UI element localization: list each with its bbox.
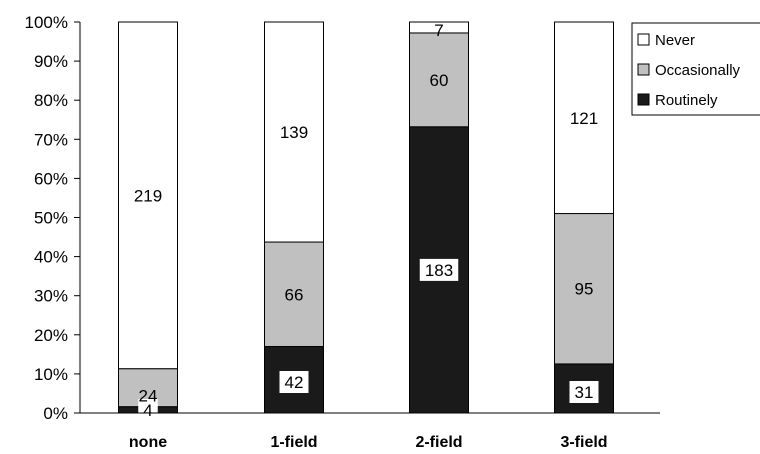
y-tick-label: 80% [34, 91, 68, 110]
x-axis: none 1-field 2-field 3-field [80, 412, 660, 451]
data-label-routinely-none: 4 [143, 401, 152, 420]
y-tick-label: 60% [34, 169, 68, 188]
bar-segment-occasionally-2-field [409, 32, 469, 128]
data-label-bg [279, 371, 309, 393]
bar-segment-occasionally-3-field [554, 213, 614, 365]
legend-swatch-occasionally [637, 63, 650, 76]
data-label-bg [569, 381, 599, 403]
category-label: 1-field [270, 434, 317, 451]
legend-swatch-routinely [637, 93, 650, 106]
legend-swatch-never [637, 33, 650, 46]
data-label-routinely-2-field: 183 [425, 261, 453, 280]
data-label-occasionally-1-field: 66 [285, 285, 304, 304]
bar-segment-never-2-field [409, 21, 469, 34]
data-label-bg [419, 258, 459, 281]
data-label-never-1-field: 139 [280, 123, 308, 142]
data-label-occasionally-2-field: 60 [430, 71, 449, 90]
data-label-never-2-field: 7 [434, 21, 443, 40]
y-tick-label: 70% [34, 130, 68, 149]
y-tick-label: 100% [25, 13, 68, 32]
legend-label-routinely: Routinely [655, 92, 718, 109]
y-tick-label: 30% [34, 287, 68, 306]
category-label: none [129, 434, 167, 451]
y-tick-label: 90% [34, 52, 68, 71]
data-label-bg [138, 399, 158, 421]
y-tick-label: 40% [34, 248, 68, 267]
data-label-routinely-3-field: 31 [575, 383, 594, 402]
y-axis: 0% 10% 20% 30% 40% 50% 60% 70% 80% 90% 100% [25, 13, 81, 423]
data-label-occasionally-none: 24 [139, 387, 158, 406]
y-tick-label: 0% [43, 404, 68, 423]
legend-box [631, 22, 760, 116]
bar-segment-never-1-field [264, 21, 324, 243]
legend-label-never: Never [655, 32, 695, 49]
data-label-never-3-field: 121 [570, 109, 598, 128]
bar-segment-never-3-field [554, 21, 614, 215]
legend: Never Occasionally Routinely [631, 22, 760, 116]
y-tick-label: 50% [34, 209, 68, 228]
bar-segment-occasionally-1-field [264, 241, 324, 348]
data-label-occasionally-3-field: 95 [575, 280, 594, 299]
data-label-never-none: 219 [134, 186, 162, 205]
category-label: 2-field [415, 434, 462, 451]
y-tick-label: 10% [34, 365, 68, 384]
bars: 424 219 42 66 139 183 60 7 31 95 121 [118, 21, 614, 421]
data-label-routinely-1-field: 42 [285, 373, 304, 392]
category-label: 3-field [560, 434, 607, 451]
legend-label-occasionally: Occasionally [655, 62, 741, 79]
bar-segment-never-none [118, 21, 178, 370]
y-tick-label: 20% [34, 326, 68, 345]
